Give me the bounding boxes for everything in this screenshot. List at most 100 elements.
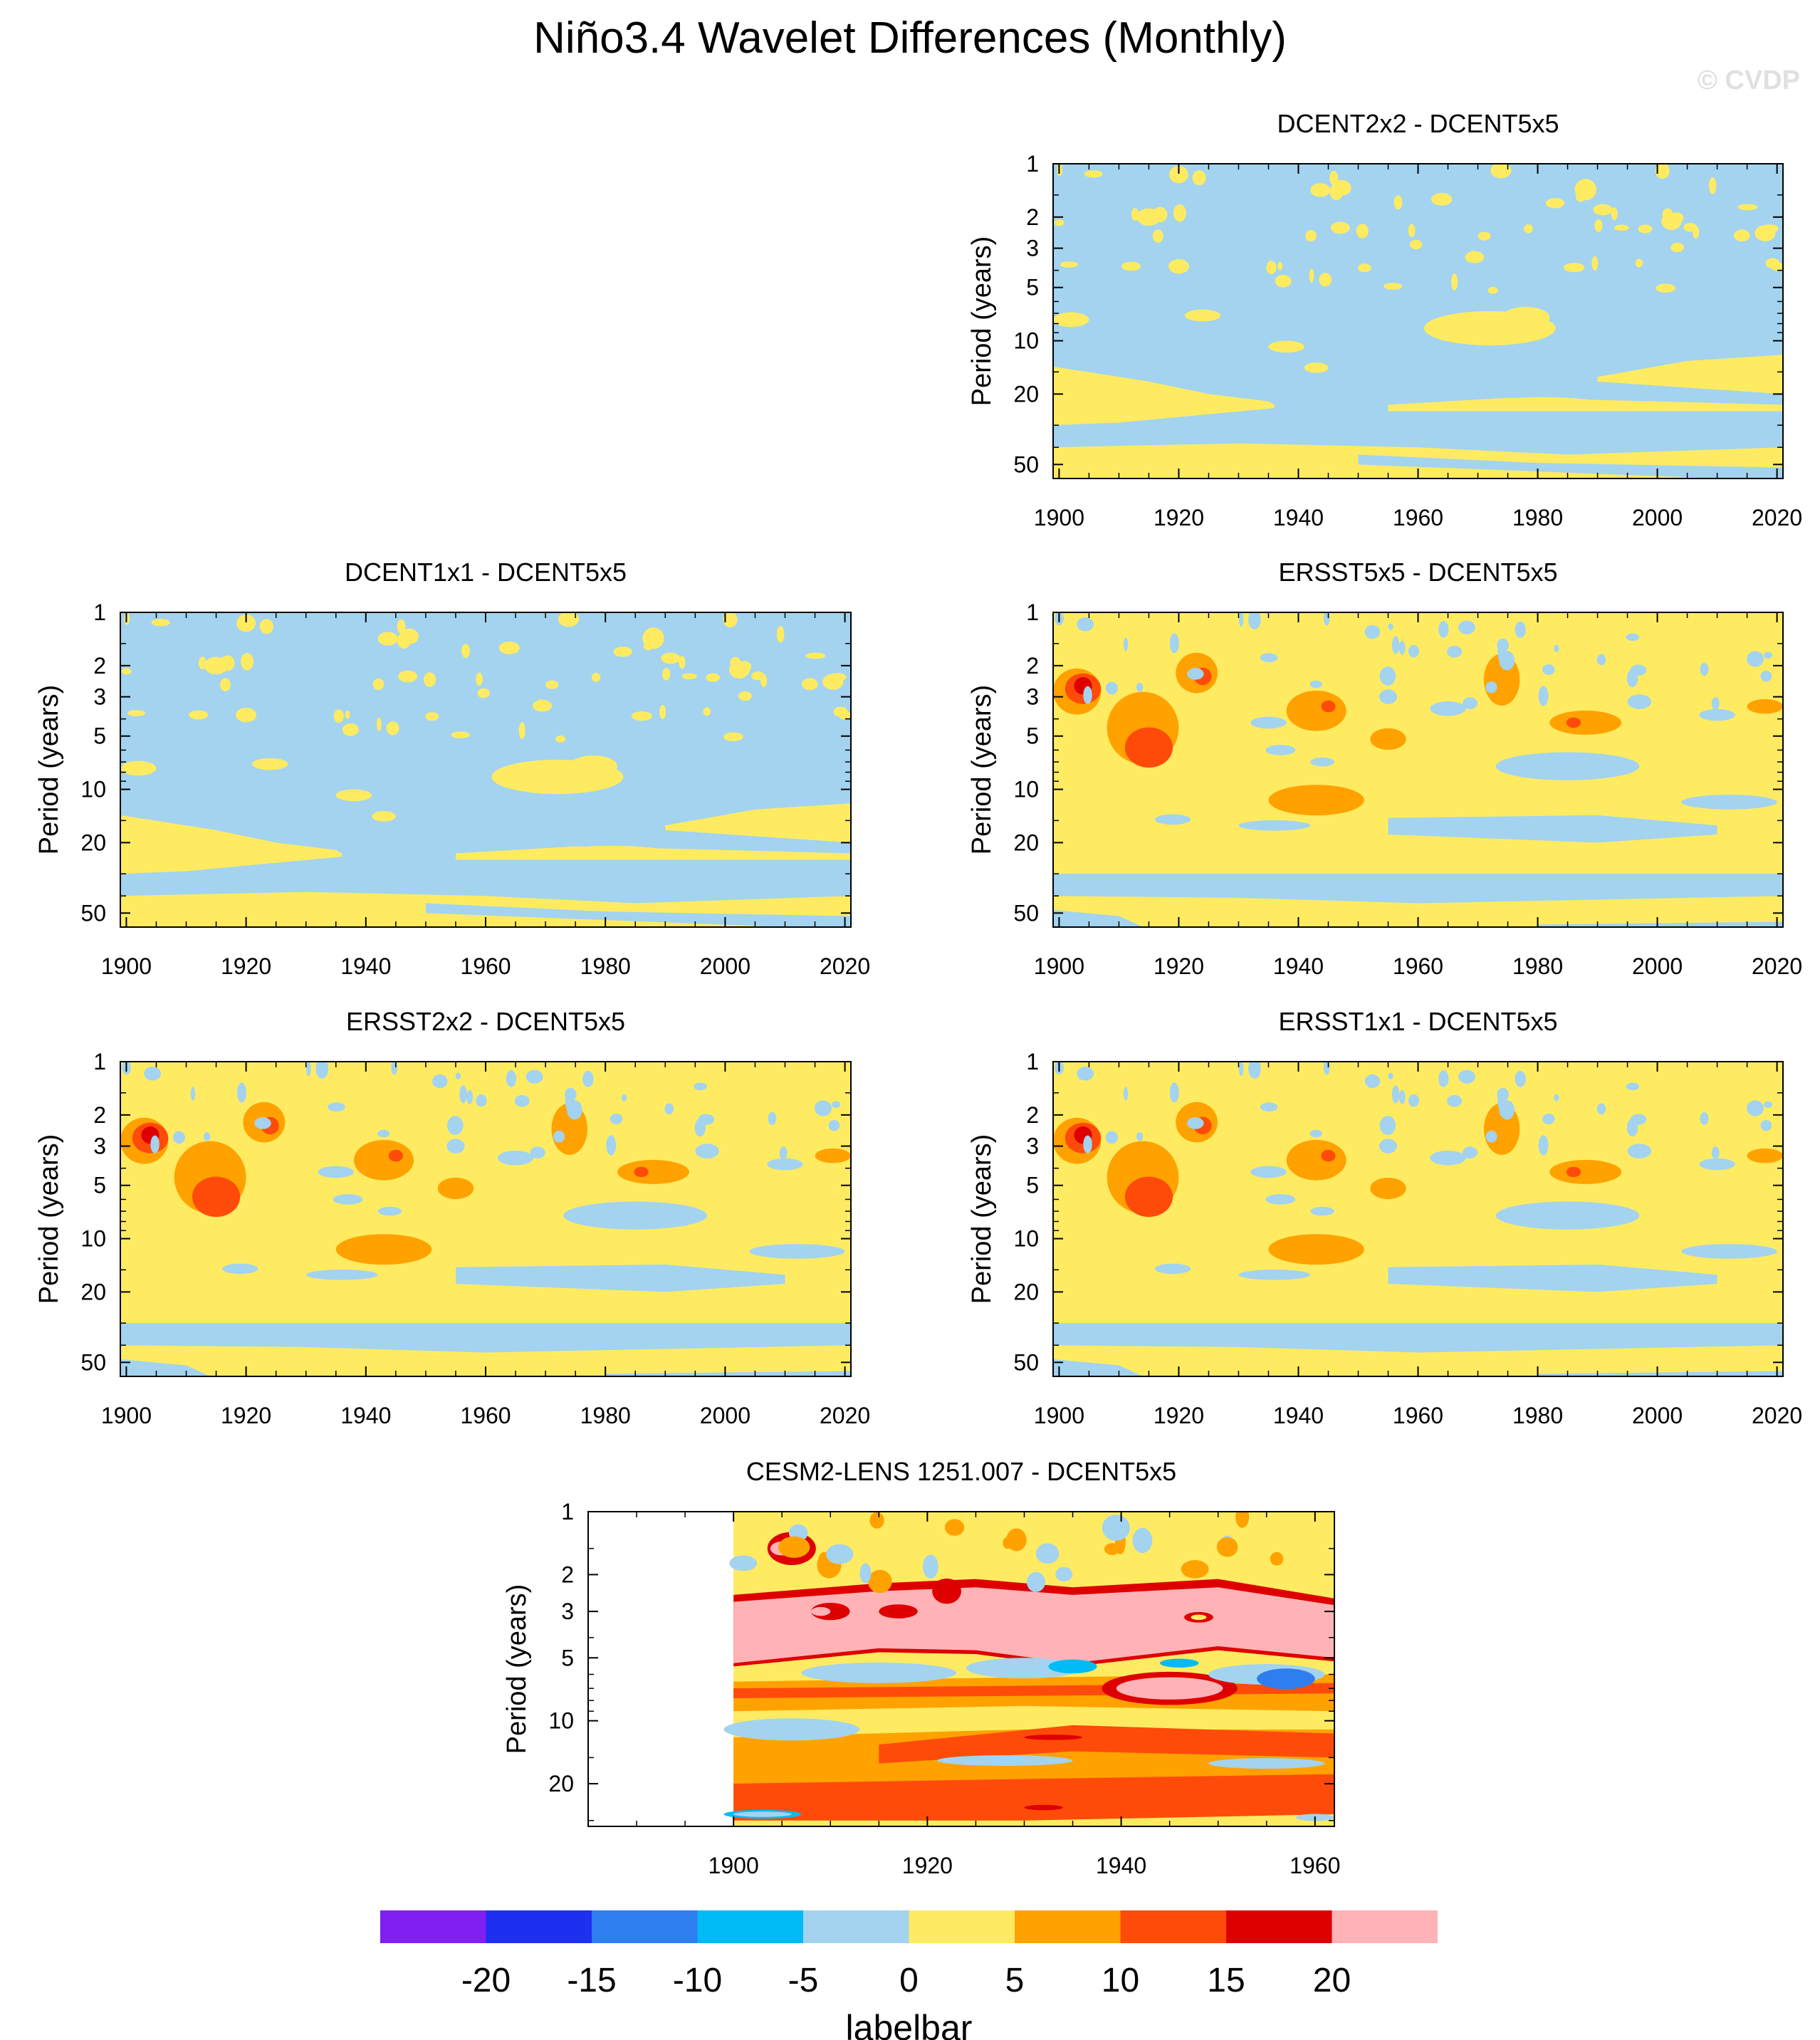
y-tick-label: 3 xyxy=(561,1599,574,1624)
x-tick-label: 1940 xyxy=(1273,953,1324,979)
x-tick-label: 1920 xyxy=(221,1403,271,1428)
x-tick-label: 1900 xyxy=(101,953,152,979)
y-tick-label: 1 xyxy=(1026,151,1039,177)
labelbar-tick-label: -15 xyxy=(567,1962,616,1999)
wavelet-panel-3: ERSST5x5 - DCENT5x5 Period (years) 1 2 3 5 10 2… xyxy=(967,558,1802,979)
figure-title: Niño3.4 Wavelet Differences (Monthly) xyxy=(533,14,1287,63)
labelbar-swatch-blue xyxy=(486,1910,592,1943)
labelbar: -20 -15 -10 -5 0 5 10 15 20 labelbar xyxy=(380,1910,1438,2040)
wavelet-contours xyxy=(120,612,851,927)
y-tick-label: 5 xyxy=(1026,723,1039,749)
y-axis-label: Period (years) xyxy=(967,685,997,855)
wavelet-contours xyxy=(588,1512,1334,1826)
y-axis-label: Period (years) xyxy=(967,236,997,407)
y-tick-label: 5 xyxy=(93,1173,106,1198)
y-tick-label: 1 xyxy=(93,600,106,625)
x-tick-label: 2020 xyxy=(820,953,870,979)
x-tick-label: 1920 xyxy=(902,1853,953,1878)
x-tick-label: 2000 xyxy=(700,1403,751,1428)
labelbar-swatch-midblue xyxy=(592,1910,698,1943)
panel-title: ERSST1x1 - DCENT5x5 xyxy=(1278,1007,1557,1036)
wavelet-panel-4: ERSST2x2 - DCENT5x5 Period (years) 1 2 3 5 10 2… xyxy=(34,1007,870,1428)
y-tick-label: 2 xyxy=(93,653,106,679)
panel-title: ERSST5x5 - DCENT5x5 xyxy=(1278,558,1557,587)
panel-title: CESM2-LENS 1251.007 - DCENT5x5 xyxy=(746,1457,1176,1486)
y-tick-label: 2 xyxy=(561,1562,574,1587)
x-tick-label: 2000 xyxy=(1632,505,1683,530)
y-tick-label: 10 xyxy=(80,1226,106,1252)
labelbar-tick-label: 0 xyxy=(899,1962,919,1999)
labelbar-tick-label: 15 xyxy=(1207,1962,1245,1999)
x-tick-label: 1980 xyxy=(580,1403,631,1428)
y-tick-label: 10 xyxy=(548,1708,574,1734)
y-tick-label: 3 xyxy=(1026,236,1039,261)
x-tick-label: 1900 xyxy=(1034,953,1084,979)
y-tick-label: 20 xyxy=(1013,1279,1039,1304)
y-tick-label: 20 xyxy=(1013,830,1039,855)
y-tick-label: 1 xyxy=(1026,600,1039,625)
cvdp-watermark: © CVDP xyxy=(1697,66,1800,95)
y-tick-label: 2 xyxy=(1026,204,1039,230)
labelbar-swatch-cyan xyxy=(697,1910,803,1943)
labelbar-tick-label: 20 xyxy=(1313,1962,1351,1999)
x-tick-label: 1960 xyxy=(460,953,511,979)
x-tick-label: 2020 xyxy=(1752,953,1802,979)
labelbar-tick-label: 5 xyxy=(1005,1962,1025,1999)
x-tick-label: 1920 xyxy=(1154,505,1204,530)
labelbar-tick-label: -10 xyxy=(673,1962,722,1999)
x-tick-label: 1900 xyxy=(1034,505,1084,530)
x-tick-label: 2000 xyxy=(1632,953,1683,979)
y-tick-label: 50 xyxy=(80,1349,106,1375)
x-tick-label: 1900 xyxy=(1034,1403,1084,1428)
x-tick-label: 1960 xyxy=(1290,1853,1340,1878)
labelbar-swatch-redorange xyxy=(1120,1910,1226,1943)
y-tick-label: 50 xyxy=(1013,1349,1039,1375)
x-tick-label: 1940 xyxy=(1096,1853,1146,1878)
y-tick-label: 5 xyxy=(93,723,106,749)
x-tick-label: 1960 xyxy=(460,1403,511,1428)
y-tick-label: 10 xyxy=(1013,1226,1039,1252)
x-tick-label: 2000 xyxy=(1632,1403,1683,1428)
y-tick-label: 50 xyxy=(1013,451,1039,477)
wavelet-panel-5: ERSST1x1 - DCENT5x5 Period (years) 1 2 3 5 10 2… xyxy=(967,1007,1802,1428)
wavelet-contours xyxy=(1053,164,1783,478)
labelbar-title: labelbar xyxy=(846,2008,973,2040)
y-axis-label: Period (years) xyxy=(34,685,64,855)
y-tick-label: 1 xyxy=(1026,1049,1039,1074)
y-tick-label: 20 xyxy=(80,830,106,855)
panel-title: DCENT1x1 - DCENT5x5 xyxy=(345,558,627,587)
y-tick-label: 5 xyxy=(1026,275,1039,300)
y-tick-label: 20 xyxy=(1013,381,1039,407)
y-tick-label: 2 xyxy=(93,1102,106,1128)
x-tick-label: 1920 xyxy=(221,953,271,979)
labelbar-tick-label: -20 xyxy=(461,1962,511,1999)
x-tick-label: 1900 xyxy=(708,1853,759,1878)
y-axis-label: Period (years) xyxy=(502,1584,532,1754)
y-tick-label: 50 xyxy=(1013,900,1039,926)
x-tick-label: 1980 xyxy=(1512,1403,1563,1428)
y-tick-label: 50 xyxy=(80,900,106,926)
y-tick-label: 1 xyxy=(93,1049,106,1074)
x-tick-label: 1980 xyxy=(580,953,631,979)
wavelet-panel-1: DCENT2x2 - DCENT5x5 Period (years) 1 2 3 5 10 2… xyxy=(967,109,1802,530)
panel-title: ERSST2x2 - DCENT5x5 xyxy=(346,1007,625,1036)
labelbar-swatch-lightblue xyxy=(803,1910,909,1943)
y-tick-label: 5 xyxy=(561,1645,574,1670)
x-tick-label: 2020 xyxy=(1752,1403,1802,1428)
y-tick-label: 3 xyxy=(1026,1134,1039,1159)
wavelet-panel-6: CESM2-LENS 1251.007 - DCENT5x5 Period (ye… xyxy=(502,1457,1340,1878)
y-axis-label: Period (years) xyxy=(34,1134,64,1304)
y-tick-label: 3 xyxy=(93,1134,106,1159)
x-tick-label: 1920 xyxy=(1154,1403,1204,1428)
labelbar-swatch-yellow xyxy=(909,1910,1015,1943)
x-tick-label: 2000 xyxy=(700,953,751,979)
y-tick-label: 3 xyxy=(1026,684,1039,710)
x-tick-label: 1940 xyxy=(1273,505,1324,530)
x-tick-label: 1980 xyxy=(1512,505,1563,530)
wavelet-contours xyxy=(1053,1062,1783,1376)
y-tick-label: 2 xyxy=(1026,653,1039,679)
y-tick-label: 20 xyxy=(80,1279,106,1304)
y-tick-label: 20 xyxy=(548,1771,574,1796)
y-tick-label: 10 xyxy=(1013,328,1039,354)
